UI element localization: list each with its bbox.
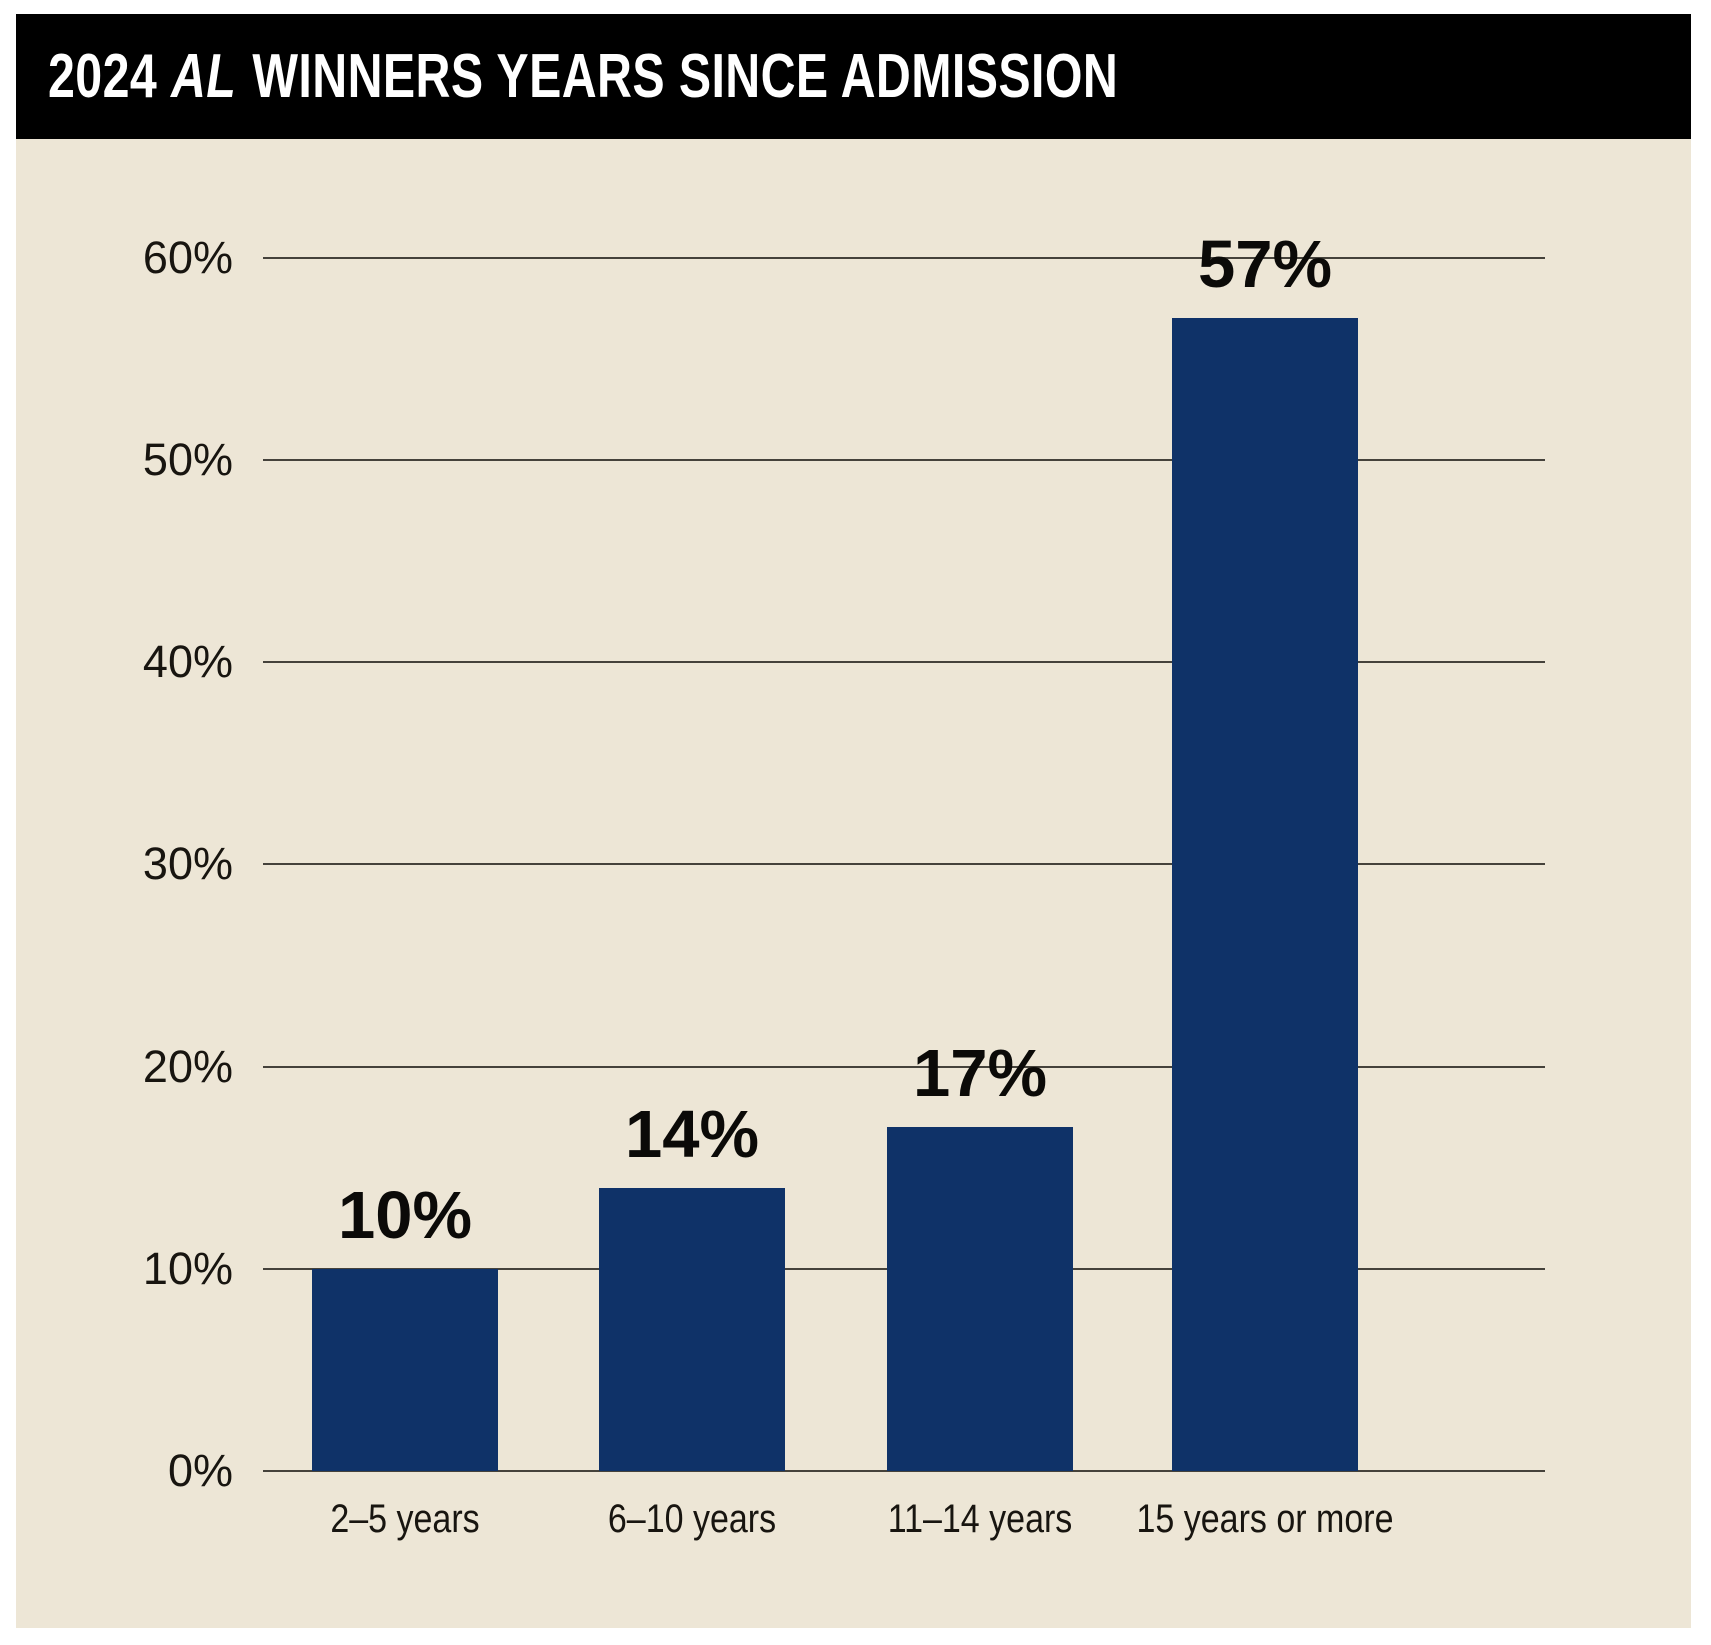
y-tick-label-10: 10% — [142, 1242, 233, 1294]
value-label-2-5-years: 10% — [337, 1178, 473, 1253]
x-category-label-15-years-or-more: 15 years or more — [1136, 1497, 1394, 1541]
value-label-6-10-years: 14% — [624, 1097, 760, 1172]
x-category-label-6-10-years: 6–10 years — [607, 1497, 777, 1541]
gridline-20pct — [263, 1065, 1545, 1068]
gridline-40pct — [263, 661, 1545, 664]
value-label-11-14-years: 17% — [912, 1036, 1048, 1111]
bar-11-14-years — [887, 1127, 1073, 1471]
chart-title: 2024 AL WINNERS YEARS SINCE ADMISSION — [48, 45, 1118, 108]
y-tick-label-60: 60% — [142, 231, 233, 283]
y-tick-label-50: 50% — [142, 434, 233, 485]
chart-title-part-1: AL — [170, 41, 237, 111]
x-category-label-2-5-years: 2–5 years — [330, 1497, 480, 1541]
chart-header: 2024 AL WINNERS YEARS SINCE ADMISSION — [16, 14, 1691, 139]
bar-2-5-years — [312, 1269, 498, 1471]
value-label-15-years-or-more: 57% — [1197, 227, 1333, 302]
gridline-60pct — [263, 256, 1545, 259]
gridline-50pct — [263, 459, 1545, 461]
gridline-0pct — [263, 1470, 1545, 1472]
y-tick-label-0: 0% — [167, 1445, 233, 1496]
bar-15-years-or-more — [1172, 318, 1358, 1471]
y-tick-label-30: 30% — [142, 838, 233, 890]
x-category-label-11-14-years: 11–14 years — [887, 1497, 1073, 1541]
y-tick-label-20: 20% — [142, 1040, 233, 1092]
y-tick-label-40: 40% — [142, 636, 233, 688]
bar-chart: 0% 10% 20% 30% 40% 50% 60% 10% 14% 17% 57% 2–5 ye… — [16, 139, 1691, 1628]
chart-panel: 2024 AL WINNERS YEARS SINCE ADMISSION 0%… — [16, 14, 1691, 1628]
chart-title-part-2: WINNERS YEARS SINCE ADMISSION — [238, 41, 1119, 111]
gridline-30pct — [263, 863, 1545, 866]
bar-6-10-years — [599, 1188, 785, 1471]
chart-title-part-0: 2024 — [48, 41, 171, 111]
